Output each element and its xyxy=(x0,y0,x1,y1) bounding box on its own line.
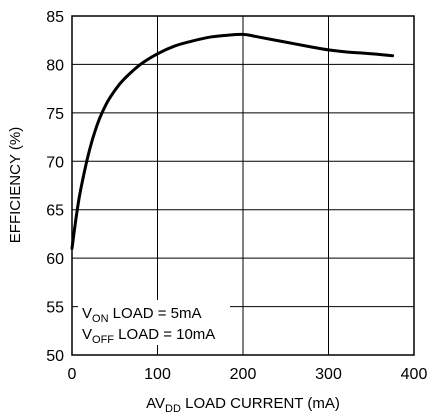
annotation-von-subscript: ON xyxy=(92,313,109,325)
x-axis-title: AVDD LOAD CURRENT (mA) xyxy=(146,395,340,415)
y-tick-label: 65 xyxy=(46,203,64,220)
annotation-voff-prefix: V xyxy=(82,326,92,343)
x-tick-labels: 0 100 200 300 400 xyxy=(68,366,428,383)
x-tick-label: 200 xyxy=(230,366,257,383)
plot-frame xyxy=(71,15,415,356)
annotation-voff-suffix: LOAD = 10mA xyxy=(114,326,215,343)
y-tick-label: 80 xyxy=(46,57,64,74)
y-tick-label: 50 xyxy=(46,348,64,365)
y-tick-labels: 50 55 60 65 70 75 80 85 xyxy=(46,9,64,365)
y-tick-label: 70 xyxy=(46,154,64,171)
annotation-voff-subscript: OFF xyxy=(92,334,114,346)
x-axis-title-suffix: LOAD CURRENT (mA) xyxy=(181,395,340,412)
y-tick-label: 60 xyxy=(46,251,64,268)
y-tick-label: 75 xyxy=(46,106,64,123)
annotation-background xyxy=(78,300,230,345)
x-tick-label: 400 xyxy=(401,366,428,383)
x-tick-label: 300 xyxy=(315,366,342,383)
efficiency-curve xyxy=(70,32,395,250)
y-tick-label: 85 xyxy=(46,9,64,26)
annotation-von-load: VON LOAD = 5mA xyxy=(82,305,201,325)
annotation-von-prefix: V xyxy=(82,305,92,322)
x-tick-label: 100 xyxy=(144,366,171,383)
annotation-von-suffix: LOAD = 5mA xyxy=(109,305,202,322)
y-axis-title: EFFICIENCY (%) xyxy=(7,127,24,243)
grid xyxy=(72,16,414,355)
x-axis-title-prefix: AV xyxy=(146,395,165,412)
annotation-voff-load: VOFF LOAD = 10mA xyxy=(82,326,215,346)
x-tick-label: 0 xyxy=(68,366,77,383)
x-axis-title-subscript: DD xyxy=(165,403,181,415)
y-tick-label: 55 xyxy=(46,300,64,317)
